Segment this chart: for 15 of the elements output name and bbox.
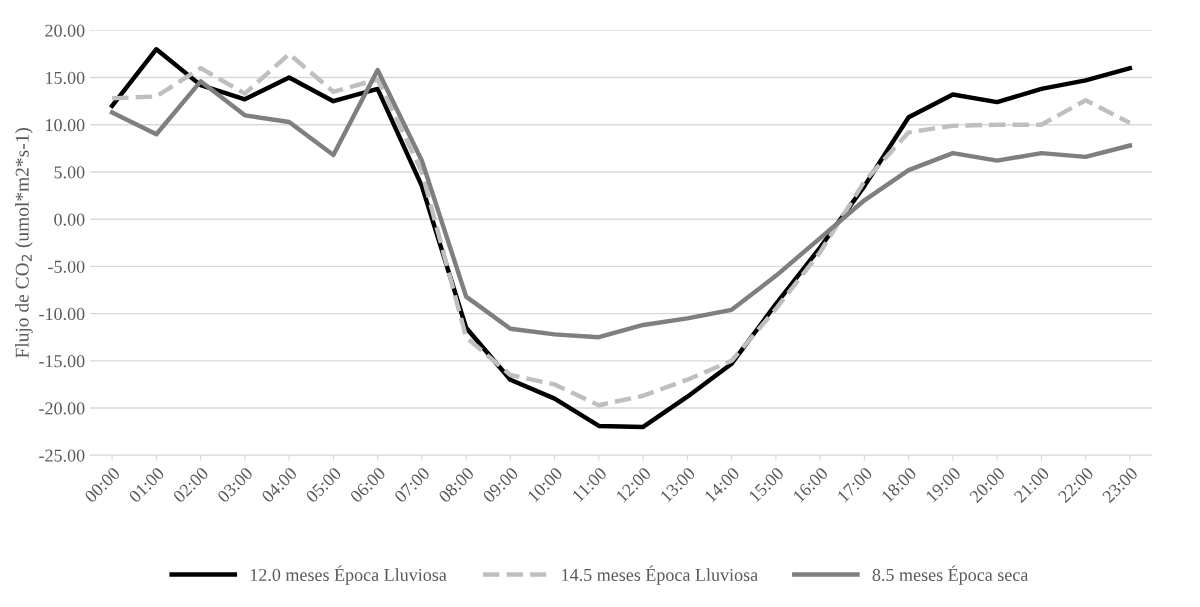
legend-label: 12.0 meses Época Lluviosa — [250, 565, 447, 585]
line-series — [109, 67, 1133, 340]
y-tick-label: -20.00 — [39, 402, 85, 415]
y-tick-label: 15.00 — [46, 71, 85, 85]
y-tick-label: -15.00 — [39, 355, 85, 368]
y-tick-label: 20.00 — [45, 24, 85, 37]
y-tick-label: -10.00 — [39, 307, 85, 321]
y-tick-label: 0.00 — [54, 213, 85, 226]
y-tick-label: 5.00 — [54, 166, 85, 179]
legend-label: 8.5 meses Época seca — [872, 565, 1029, 585]
y-tick-label: -5.00 — [48, 260, 85, 273]
y-axis-title: Flujo de CO$_{2}$ (umol*m2*s-1) — [15, 127, 33, 358]
legend-label: 14.5 meses Época Lluviosa — [562, 565, 758, 585]
y-tick-label: 10.00 — [46, 119, 85, 132]
y-tick-label: -25.00 — [39, 449, 85, 462]
